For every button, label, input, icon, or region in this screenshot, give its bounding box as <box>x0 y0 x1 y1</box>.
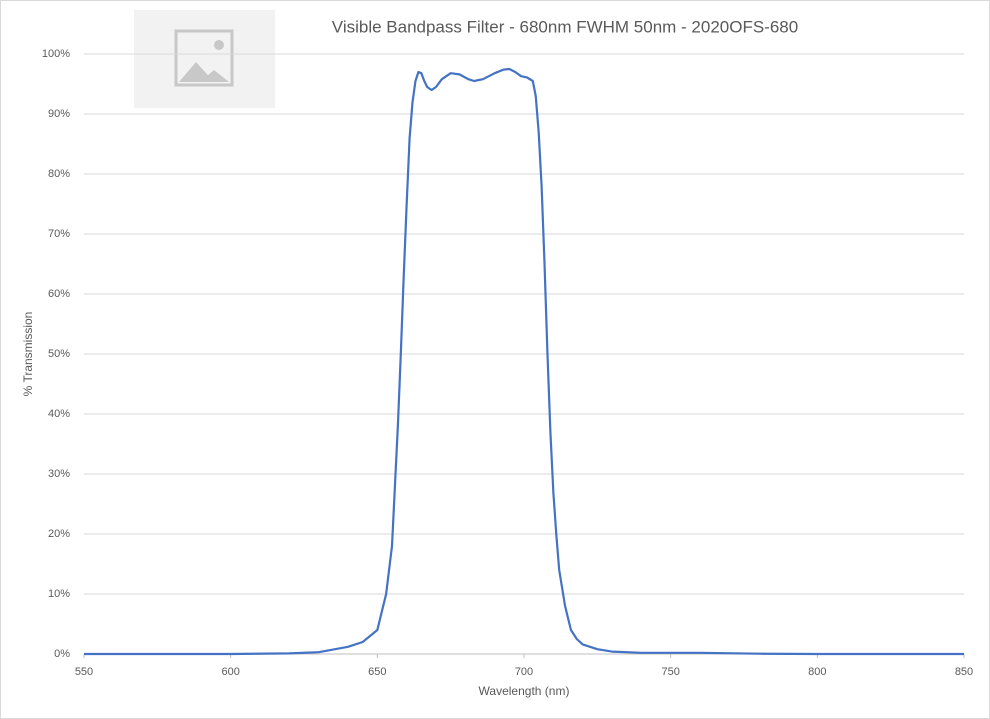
y-tick-label: 50% <box>48 348 70 360</box>
y-tick-label: 10% <box>48 588 70 600</box>
y-tick-label: 60% <box>48 288 70 300</box>
y-tick-label: 30% <box>48 468 70 480</box>
chart-title: Visible Bandpass Filter - 680nm FWHM 50n… <box>332 17 798 36</box>
x-tick-label: 800 <box>808 666 826 678</box>
y-tick-label: 80% <box>48 168 70 180</box>
y-tick-label: 0% <box>54 648 70 660</box>
x-tick-label: 850 <box>955 666 973 678</box>
x-tick-label: 600 <box>221 666 239 678</box>
y-tick-label: 20% <box>48 528 70 540</box>
y-tick-label: 40% <box>48 408 70 420</box>
y-tick-label: 100% <box>42 48 70 60</box>
x-axis-label: Wavelength (nm) <box>479 684 570 698</box>
x-tick-label: 550 <box>75 666 93 678</box>
y-axis-label: % Transmission <box>21 312 35 397</box>
x-tick-label: 650 <box>368 666 386 678</box>
x-tick-label: 750 <box>661 666 679 678</box>
y-tick-label: 70% <box>48 228 70 240</box>
y-tick-label: 90% <box>48 108 70 120</box>
x-tick-label: 700 <box>515 666 533 678</box>
data-line <box>84 67 964 656</box>
image-placeholder <box>134 10 275 108</box>
